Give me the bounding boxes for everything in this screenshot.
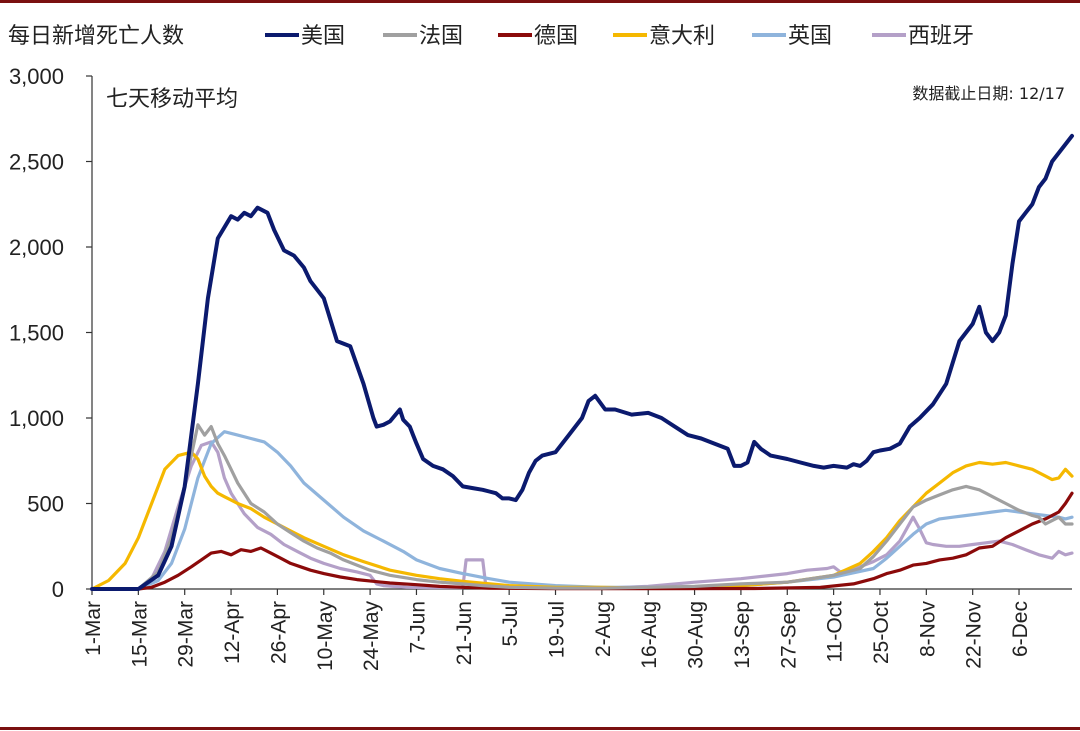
chart-title: 每日新增死亡人数: [8, 24, 184, 49]
x-tick-label: 22-Nov: [963, 601, 986, 669]
x-tick-label: 2-Aug: [592, 601, 615, 657]
x-tick-label: 29-Mar: [175, 601, 198, 668]
series-layer: [90, 133, 1074, 591]
x-tick-label: 25-Oct: [870, 601, 893, 664]
series-line-2: [90, 491, 1074, 591]
series-line-3: [90, 450, 1074, 591]
x-tick-label: 15-Mar: [128, 601, 151, 668]
x-tick-label: 12-Apr: [221, 601, 244, 664]
legend-label: 法国: [419, 24, 463, 49]
chart-subtitle: 七天移动平均: [106, 87, 238, 112]
x-tick-label: 27-Sep: [777, 601, 800, 669]
legend-item: 法国: [383, 24, 463, 49]
x-tick-label: 26-Apr: [267, 601, 290, 664]
legend-item: 德国: [498, 24, 578, 49]
y-tick-label: 2,500: [9, 150, 64, 175]
y-tick-label: 500: [27, 492, 64, 517]
y-tick-label: 1,500: [9, 321, 64, 346]
x-tick-label: 10-May: [314, 601, 337, 672]
x-axis-ticks: 1-Mar 15-Mar 29-Mar 12-Apr 26-Apr 10-May 24-Ma…: [82, 589, 1032, 671]
legend-item: 英国: [752, 24, 832, 49]
x-tick-label: 19-Jul: [546, 601, 569, 658]
legend-label: 美国: [301, 24, 345, 49]
y-tick-label: 1,000: [9, 406, 64, 431]
legend-item: 意大利: [613, 24, 715, 49]
series-line-5: [90, 440, 1074, 591]
legend-item: 美国: [265, 24, 345, 49]
x-tick-label: 24-May: [360, 601, 383, 672]
legend-item: 西班牙: [872, 24, 974, 49]
series-line-4: [90, 430, 1074, 591]
y-axis-ticks: 0 500 1,000 1,500 2,000 2,500 3,000: [9, 64, 92, 602]
x-tick-label: 1-Mar: [82, 601, 105, 656]
x-tick-label: 21-Jun: [453, 601, 476, 665]
y-tick-label: 3,000: [9, 64, 64, 89]
x-tick-label: 30-Aug: [685, 601, 708, 669]
x-tick-label: 7-Jun: [406, 601, 429, 654]
top-border: [0, 0, 1080, 3]
series-line-1: [90, 423, 1074, 591]
legend-label: 西班牙: [908, 24, 974, 49]
x-tick-label: 13-Sep: [731, 601, 754, 669]
legend: 美国 法国 德国 意大利 英国 西班牙: [265, 24, 974, 49]
x-tick-label: 5-Jul: [499, 601, 522, 647]
legend-label: 英国: [788, 24, 832, 49]
x-tick-label: 6-Dec: [1009, 601, 1032, 657]
bottom-border: [0, 727, 1080, 730]
x-tick-label: 16-Aug: [638, 601, 661, 669]
data-cutoff-note: 数据截止日期: 12/17: [912, 84, 1065, 103]
x-tick-label: 8-Nov: [916, 601, 939, 658]
series-line-0: [90, 133, 1074, 591]
legend-label: 意大利: [649, 24, 715, 49]
x-tick-label: 11-Oct: [824, 601, 847, 663]
legend-label: 德国: [534, 24, 578, 49]
y-tick-label: 2,000: [9, 235, 64, 260]
y-tick-label: 0: [52, 577, 64, 602]
